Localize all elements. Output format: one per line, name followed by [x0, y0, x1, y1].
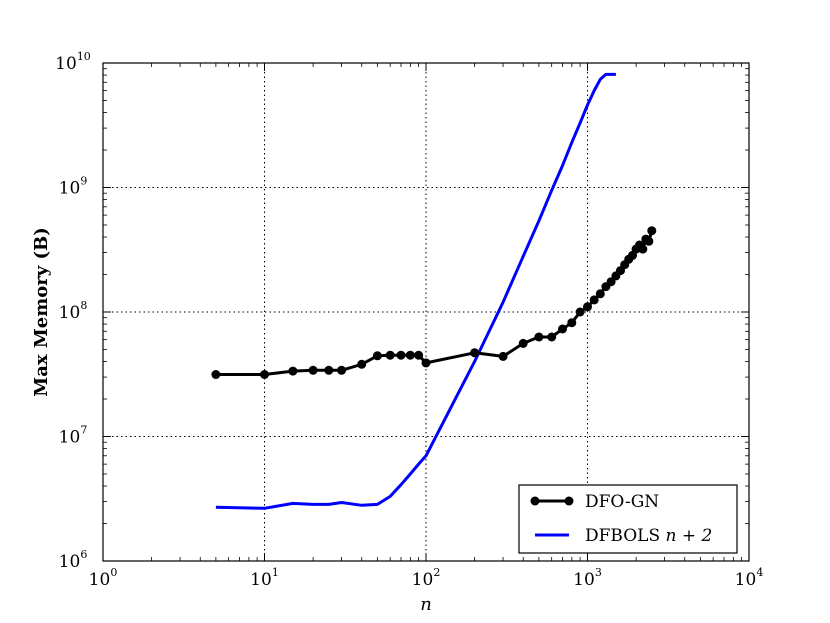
y-axis-label: Max Memory (B) [31, 227, 52, 396]
dfo-gn-point [414, 350, 424, 360]
dfo-gn-point [595, 289, 605, 299]
dfo-gn-point [308, 365, 318, 375]
dfo-gn-point [372, 351, 382, 361]
dfo-gn-point [405, 350, 415, 360]
dfo-gn-point [534, 332, 544, 342]
dfo-gn-point [558, 324, 567, 334]
dfo-gn-point [396, 350, 406, 360]
dfo-gn-point [421, 358, 431, 368]
dfo-gn-point [567, 318, 577, 328]
x-tick-label: 101 [250, 566, 279, 590]
grid [103, 63, 749, 561]
dfo-gn-point [260, 370, 269, 379]
dfo-gn-point [583, 302, 592, 312]
x-tick-label: 100 [89, 566, 118, 590]
x-tick-label: 102 [412, 566, 441, 590]
dfo-gn-point [357, 359, 367, 369]
tick-labels: 100 101 102 103 104 106 107 108 109 1010 [55, 50, 763, 590]
dfo-gn-point [288, 366, 298, 376]
dfo-gn-point [647, 226, 657, 236]
dfo-gn-point [638, 244, 648, 254]
x-tick-label: 103 [573, 566, 602, 590]
legend-dfo-gn-marker [564, 496, 574, 506]
dfbols-line [215, 72, 616, 510]
dfo-gn-point [211, 370, 221, 379]
dfo-gn-point [337, 365, 347, 375]
ticks [102, 62, 750, 562]
series-layer [211, 72, 657, 510]
x-tick-label: 104 [735, 566, 764, 590]
dfo-gn-point [575, 307, 585, 317]
y-tick-label: 108 [59, 299, 88, 323]
dfo-gn-point [470, 348, 480, 358]
y-tick-label: 109 [59, 175, 88, 199]
dfo-gn-point [498, 351, 508, 361]
dfo-gn-point [547, 332, 557, 342]
dfo-gn-point [644, 236, 654, 246]
dfo-gn-point [518, 338, 528, 348]
x-axis-label: n [420, 594, 432, 615]
y-tick-label: 106 [59, 548, 88, 572]
legend-dfo-gn-label: DFO-GN [585, 492, 659, 512]
y-tick-label: 107 [59, 424, 88, 448]
dfo-gn-point [324, 365, 334, 375]
dfo-gn-point [589, 295, 599, 305]
y-tick-label: 1010 [55, 50, 91, 74]
dfo-gn-point [385, 350, 395, 360]
legend: DFO-GN DFBOLS n + 2 [518, 484, 738, 554]
legend-box [518, 484, 738, 554]
legend-dfbols-label: DFBOLS n + 2 [585, 526, 712, 546]
legend-dfo-gn-marker [530, 496, 540, 506]
